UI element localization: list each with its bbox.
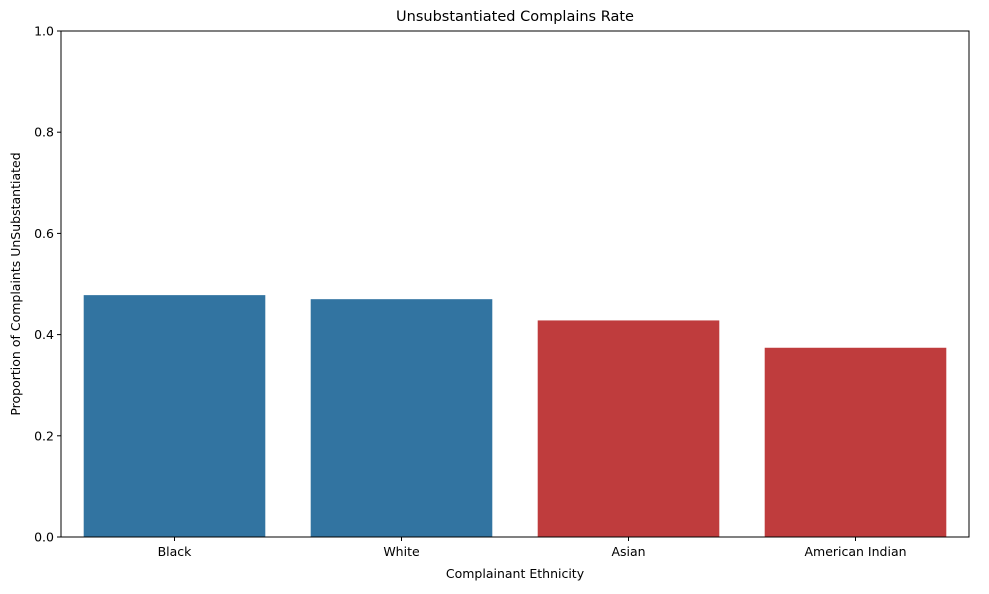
x-tick-label: American Indian bbox=[804, 544, 906, 559]
y-tick-label: 0.2 bbox=[34, 428, 54, 443]
plot-frame bbox=[60, 30, 970, 538]
chart-title: Unsubstantiated Complains Rate bbox=[396, 9, 634, 25]
bar-american-indian bbox=[764, 347, 947, 537]
y-axis-ticks: 0.0 0.2 0.4 0.6 0.8 1.0 bbox=[34, 24, 61, 545]
bar-asian bbox=[537, 320, 720, 537]
x-tick-label: Black bbox=[158, 544, 193, 559]
y-tick-label: 0.4 bbox=[34, 327, 54, 342]
y-axis-label: Proportion of Complaints UnSubstantiated bbox=[8, 152, 23, 415]
y-tick-label: 0.8 bbox=[34, 125, 54, 140]
x-axis-ticks: Black White Asian American Indian bbox=[158, 537, 907, 559]
y-tick-label: 0.0 bbox=[34, 530, 54, 545]
axes-layer bbox=[60, 30, 970, 538]
bar-white bbox=[310, 299, 493, 537]
x-tick-label: White bbox=[383, 544, 420, 559]
bars-layer bbox=[83, 295, 947, 537]
x-axis-label: Complainant Ethnicity bbox=[446, 566, 585, 581]
y-tick-label: 0.6 bbox=[34, 226, 54, 241]
bar-black bbox=[83, 295, 266, 537]
x-tick-label: Asian bbox=[611, 544, 645, 559]
y-tick-label: 1.0 bbox=[34, 24, 54, 39]
